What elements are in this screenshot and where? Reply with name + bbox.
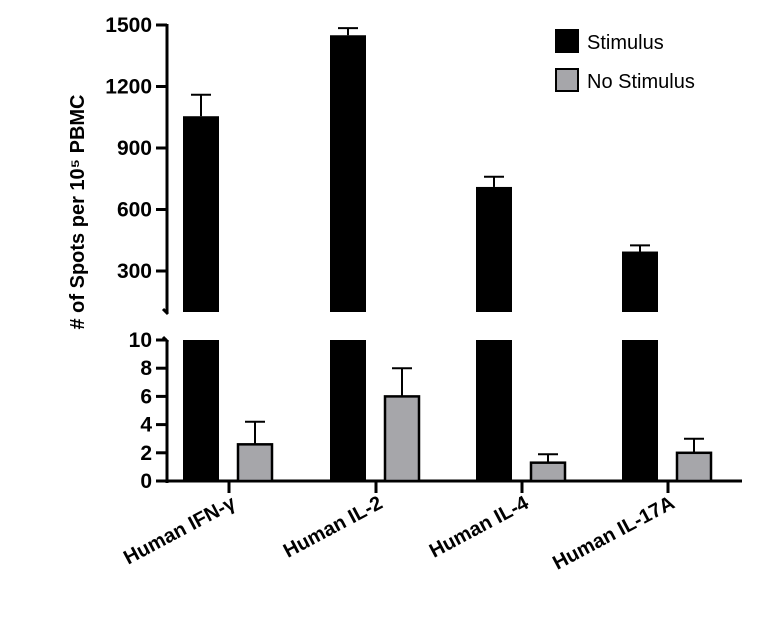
- bar-stimulus-upper: [330, 35, 366, 312]
- y-axis-label: # of Spots per 10⁵ PBMC: [67, 95, 89, 330]
- y-tick-label: 2: [140, 442, 152, 465]
- y-tick-label: 1200: [105, 76, 152, 99]
- x-tick-label: Human IL-2: [280, 492, 386, 563]
- bar-stimulus-lower: [476, 340, 512, 481]
- legend-swatch-stimulus: [555, 29, 579, 53]
- axis-break-mark: [161, 307, 170, 316]
- legend-label-no-stimulus: No Stimulus: [587, 71, 695, 93]
- x-tick-label: Human IFN-γ: [120, 492, 240, 570]
- bar-stimulus-upper: [183, 116, 219, 312]
- bar-stimulus-lower: [622, 340, 658, 481]
- bar-stimulus-lower: [183, 340, 219, 481]
- legend-label-stimulus: Stimulus: [587, 32, 664, 54]
- y-tick-label: 1500: [105, 14, 152, 37]
- bars: [183, 27, 713, 483]
- bar-stimulus-upper: [622, 251, 658, 312]
- legend: Stimulus No Stimulus: [555, 29, 695, 93]
- y-tick-label: 0: [140, 470, 152, 493]
- bar-stimulus-upper: [476, 186, 512, 312]
- y-tick-label: 6: [140, 385, 152, 408]
- y-tick-label: 600: [117, 199, 152, 222]
- y-tick-label: 300: [117, 260, 152, 283]
- bar-no-stimulus: [675, 451, 713, 483]
- y-tick-label: 900: [117, 137, 152, 160]
- y-tick-label: 4: [140, 414, 152, 437]
- y-tick-label: 8: [140, 357, 152, 380]
- bar-no-stimulus: [529, 461, 567, 483]
- y-tick-label: 10: [129, 329, 152, 352]
- legend-swatch-no-stimulus: [555, 68, 579, 92]
- bar-stimulus-lower: [330, 340, 366, 481]
- bar-no-stimulus: [236, 443, 274, 483]
- x-tick-label: Human IL-17A: [549, 492, 678, 575]
- bar-no-stimulus: [383, 395, 421, 483]
- x-tick-label: Human IL-4: [426, 492, 533, 563]
